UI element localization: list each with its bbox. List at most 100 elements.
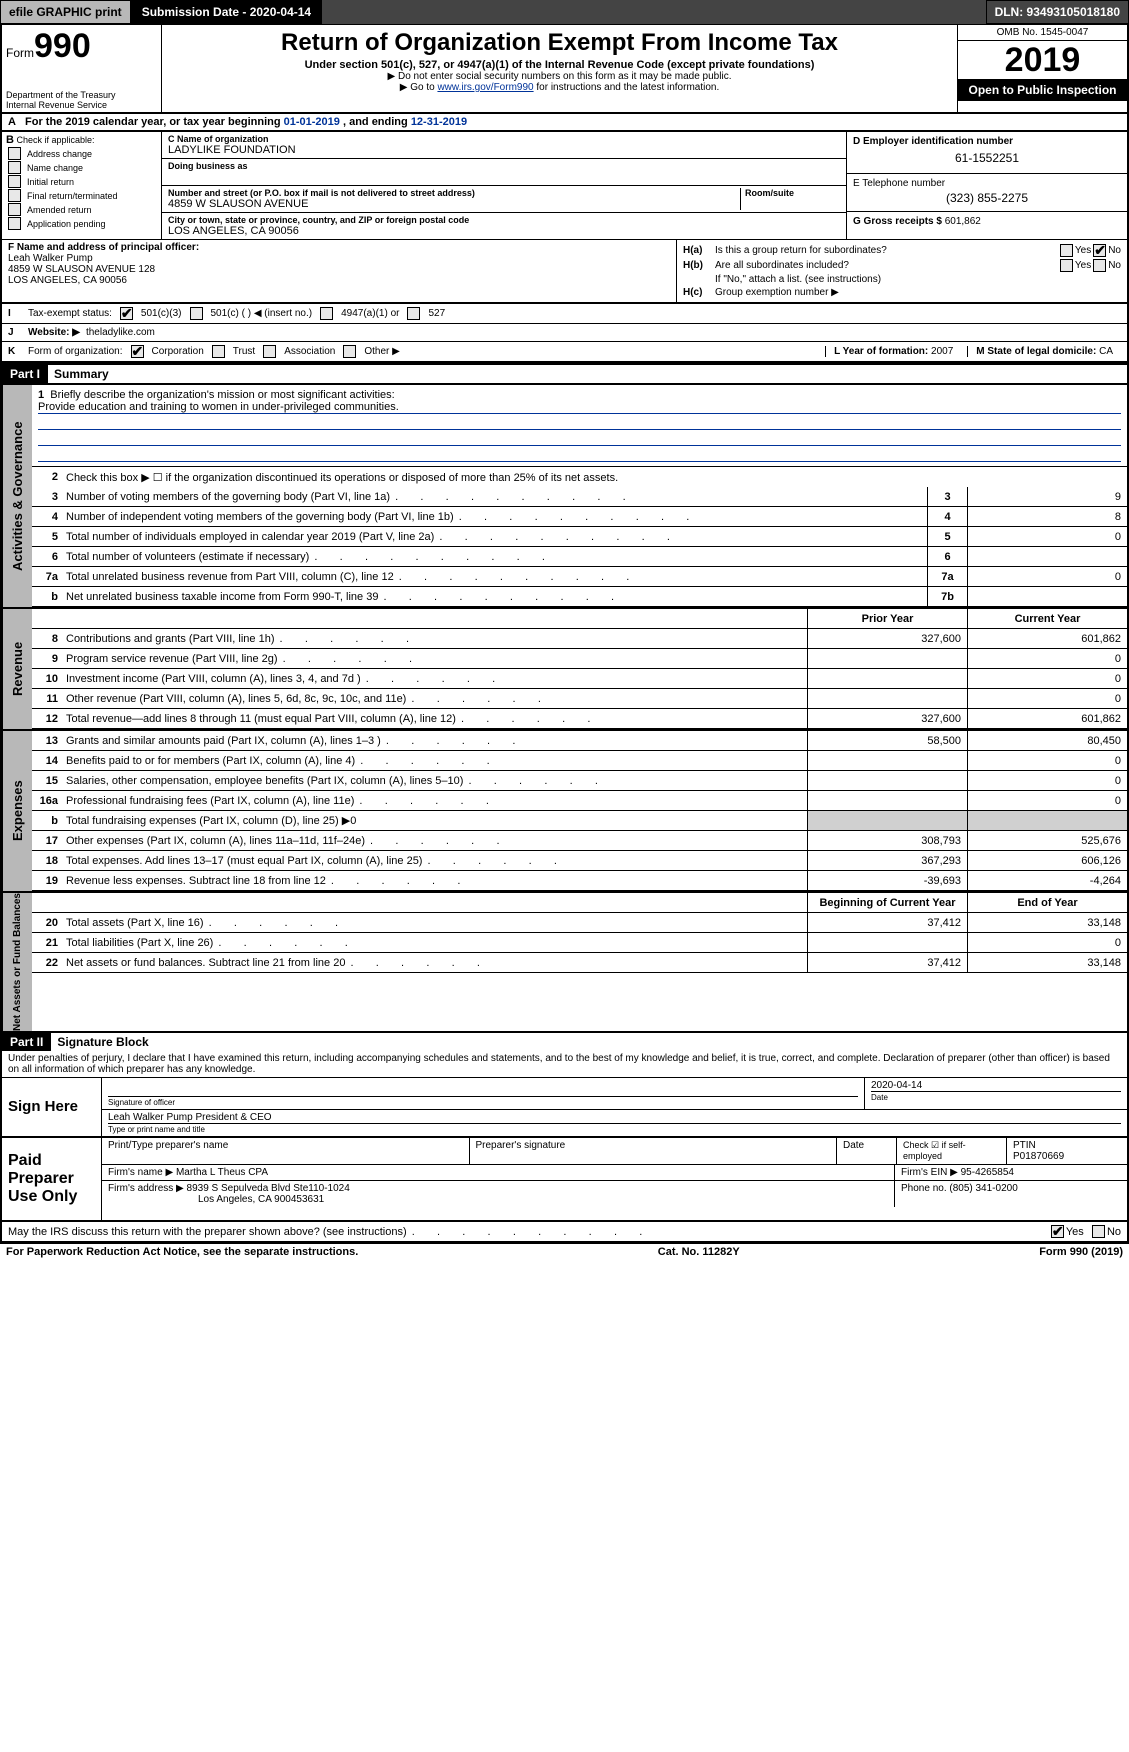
irs-label: Internal Revenue Service [6,100,157,110]
topbar-spacer [322,0,985,24]
discuss-yes[interactable] [1051,1225,1064,1238]
part2-header-row: Part II Signature Block [0,1033,1129,1051]
form-number: 990 [34,27,91,65]
check-corp[interactable] [131,345,144,358]
org-address: 4859 W SLAUSON AVENUE [168,198,740,210]
part1-title: Summary [48,367,109,381]
firm-phone: (805) 341-0200 [949,1183,1017,1194]
summary-line: 3Number of voting members of the governi… [32,487,1127,507]
ptin-value: P01870669 [1013,1151,1121,1162]
summary-line: 19Revenue less expenses. Subtract line 1… [32,871,1127,891]
summary-line: 22Net assets or fund balances. Subtract … [32,953,1127,973]
summary-line: 14Benefits paid to or for members (Part … [32,751,1127,771]
top-bar: efile GRAPHIC print Submission Date - 20… [0,0,1129,24]
row-k-form-org: K Form of organization: Corporation Trus… [0,342,1129,363]
check-name-change[interactable] [8,161,21,174]
summary-line: 13Grants and similar amounts paid (Part … [32,731,1127,751]
check-527[interactable] [407,307,420,320]
summary-line: bNet unrelated business taxable income f… [32,587,1127,607]
summary-line: 7aTotal unrelated business revenue from … [32,567,1127,587]
discuss-no[interactable] [1092,1225,1105,1238]
summary-line: 20Total assets (Part X, line 16)37,41233… [32,913,1127,933]
summary-line: 12Total revenue—add lines 8 through 11 (… [32,709,1127,729]
summary-line: 21Total liabilities (Part X, line 26)0 [32,933,1127,953]
col-d-ein-phone: D Employer identification number 61-1552… [847,132,1127,239]
summary-line: 15Salaries, other compensation, employee… [32,771,1127,791]
netassets-tab: Net Assets or Fund Balances [2,893,32,1031]
sign-here-section: Sign Here Signature of officer 2020-04-1… [0,1078,1129,1138]
summary-line: 18Total expenses. Add lines 13–17 (must … [32,851,1127,871]
summary-line: 8Contributions and grants (Part VIII, li… [32,629,1127,649]
tax-year-begin: 01-01-2019 [284,116,340,128]
check-501c[interactable] [190,307,203,320]
open-to-public: Open to Public Inspection [958,79,1127,101]
section-bcd: B Check if applicable: Address change Na… [0,132,1129,239]
summary-line: 16aProfessional fundraising fees (Part I… [32,791,1127,811]
officer-signature[interactable] [108,1080,858,1096]
row-j-website: J Website: ▶ theladylike.com [0,324,1129,342]
form-footer: Form 990 (2019) [1039,1246,1123,1258]
ha-no[interactable] [1093,244,1106,257]
website-value: theladylike.com [86,327,155,338]
tax-year-end: 12-31-2019 [411,116,467,128]
summary-line: 11Other revenue (Part VIII, column (A), … [32,689,1127,709]
check-final-return[interactable] [8,189,21,202]
paperwork-notice: For Paperwork Reduction Act Notice, see … [6,1246,358,1258]
submission-date: Submission Date - 2020-04-14 [131,0,322,24]
header-right: OMB No. 1545-0047 2019 Open to Public In… [957,25,1127,112]
efile-label: efile GRAPHIC print [0,0,131,24]
check-4947[interactable] [320,307,333,320]
col-c-org-info: C Name of organization LADYLIKE FOUNDATI… [162,132,847,239]
check-initial-return[interactable] [8,175,21,188]
firm-ein: 95-4265854 [961,1167,1014,1178]
tax-year: 2019 [958,41,1127,79]
governance-tab: Activities & Governance [2,385,32,607]
cat-number: Cat. No. 11282Y [658,1246,740,1258]
firm-name: Martha L Theus CPA [176,1167,268,1178]
ha-yes[interactable] [1060,244,1073,257]
part1-label: Part I [2,365,48,383]
row-a-tax-year: A For the 2019 calendar year, or tax yea… [0,114,1129,132]
ein-value: 61-1552251 [853,147,1121,169]
check-trust[interactable] [212,345,225,358]
hb-no[interactable] [1093,259,1106,272]
phone-value: (323) 855-2275 [853,189,1121,207]
part2-title: Signature Block [51,1035,148,1049]
check-pending[interactable] [8,217,21,230]
org-dba [168,171,840,183]
check-other[interactable] [343,345,356,358]
officer-name: Leah Walker Pump [8,253,670,264]
part2-label: Part II [2,1033,51,1051]
header-center: Return of Organization Exempt From Incom… [162,25,957,112]
check-address-change[interactable] [8,147,21,160]
irs-link[interactable]: www.irs.gov/Form990 [437,82,533,93]
year-formation: 2007 [931,346,953,357]
form-note-link: ▶ Go to www.irs.gov/Form990 for instruct… [166,82,953,93]
summary-line: 9Program service revenue (Part VIII, lin… [32,649,1127,669]
dept-treasury: Department of the Treasury [6,90,157,100]
group-return: H(a) Is this a group return for subordin… [677,240,1127,302]
check-amended[interactable] [8,203,21,216]
netassets-section: Net Assets or Fund Balances Beginning of… [0,893,1129,1033]
org-name: LADYLIKE FOUNDATION [168,144,840,156]
state-domicile: CA [1099,346,1113,357]
summary-line: bTotal fundraising expenses (Part IX, co… [32,811,1127,831]
summary-line: 6Total number of volunteers (estimate if… [32,547,1127,567]
form-subtitle: Under section 501(c), 527, or 4947(a)(1)… [166,59,953,71]
summary-line: 17Other expenses (Part IX, column (A), l… [32,831,1127,851]
hb-yes[interactable] [1060,259,1073,272]
summary-line: 10Investment income (Part VIII, column (… [32,669,1127,689]
check-assoc[interactable] [263,345,276,358]
form-header: Form990 Department of the Treasury Inter… [0,24,1129,114]
perjury-statement: Under penalties of perjury, I declare th… [0,1051,1129,1078]
principal-officer: F Name and address of principal officer:… [2,240,677,302]
header-left: Form990 Department of the Treasury Inter… [2,25,162,112]
check-501c3[interactable] [120,307,133,320]
sign-date: 2020-04-14 [871,1080,1121,1091]
omb-number: OMB No. 1545-0047 [958,25,1127,41]
section-fh: F Name and address of principal officer:… [0,239,1129,304]
form-word: Form [6,46,34,60]
col-b-checkboxes: B Check if applicable: Address change Na… [2,132,162,239]
summary-line: 4Number of independent voting members of… [32,507,1127,527]
governance-section: Activities & Governance 1 Briefly descri… [0,383,1129,609]
